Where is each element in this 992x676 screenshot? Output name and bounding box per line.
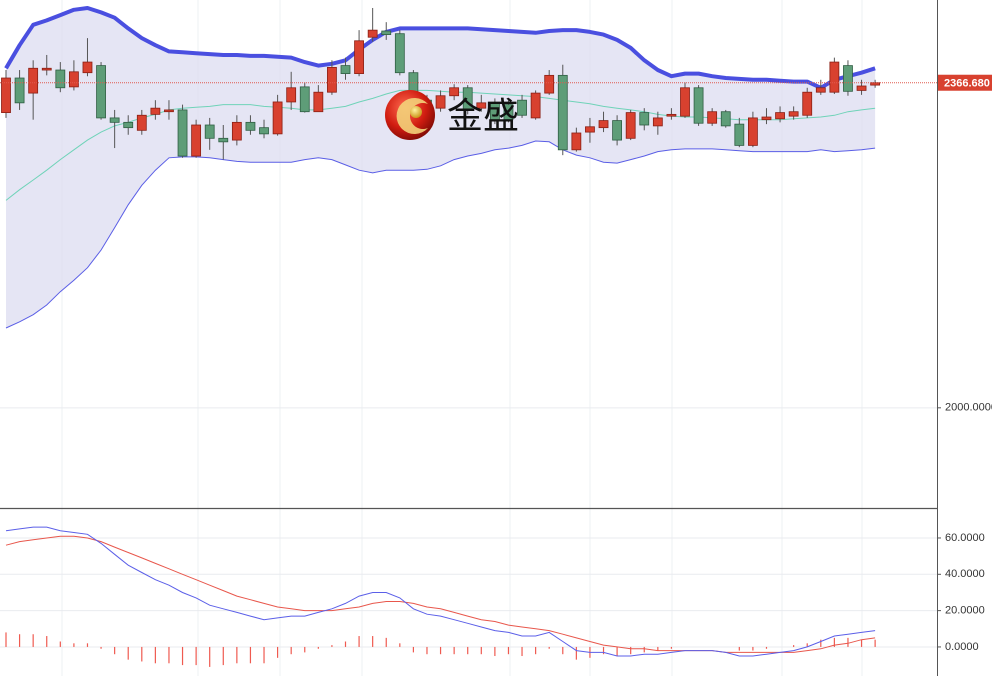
candle-body	[639, 112, 650, 126]
candle-body	[259, 127, 269, 135]
candle-body	[313, 91, 324, 113]
candle-body	[707, 111, 718, 124]
candle-body	[394, 33, 405, 74]
candle-body	[449, 87, 460, 97]
candle-body	[530, 92, 541, 119]
candle-body	[272, 101, 283, 135]
candle-body	[164, 109, 174, 113]
candle-body	[802, 91, 813, 116]
candle-body	[299, 86, 310, 113]
candle-body	[367, 29, 378, 38]
upper-band	[4, 6, 876, 90]
candle-body	[41, 67, 52, 71]
candle-body	[775, 112, 785, 120]
y-tick-label: 40.0000	[945, 568, 985, 580]
logo-crescent	[396, 98, 428, 134]
y-tick-label: 20.0000	[945, 605, 985, 617]
candle-body	[150, 107, 161, 115]
candle-body	[748, 117, 758, 146]
candle-body	[28, 67, 39, 94]
candle-body	[571, 132, 582, 151]
dif-line	[5, 526, 876, 657]
candle-body	[680, 87, 690, 117]
candle-body	[136, 114, 147, 131]
candle-body	[354, 40, 364, 74]
candle-body	[96, 65, 106, 119]
grid-layer	[0, 407, 937, 648]
candle-body	[476, 102, 487, 109]
candle-body	[503, 104, 514, 121]
candle-body	[327, 66, 337, 93]
y-tick-label: 2000.0000	[945, 402, 992, 414]
candle-body	[585, 126, 595, 133]
candle-body	[829, 61, 840, 93]
candle-body	[612, 120, 622, 141]
candle-body	[557, 74, 568, 151]
last-price-tag	[938, 74, 992, 91]
band-fill	[6, 7, 876, 329]
candle-body	[856, 85, 867, 91]
y-tick-label: 0.0000	[945, 641, 979, 653]
candle-body	[191, 124, 202, 157]
candle-body	[734, 123, 745, 146]
candle-body	[1, 77, 11, 113]
candle-body	[381, 30, 392, 35]
candle-body	[231, 121, 242, 141]
watermark-text: 金盛	[447, 96, 519, 137]
logo-coin	[410, 106, 422, 118]
candle-body	[843, 65, 853, 92]
candle-body	[666, 113, 677, 117]
candle-body	[218, 137, 229, 143]
candle-body	[55, 69, 66, 89]
candle-body	[340, 65, 351, 74]
lower-band	[5, 140, 876, 329]
candle-body	[489, 102, 500, 121]
candle-body	[204, 124, 215, 139]
candle-body	[14, 77, 25, 104]
candle-body	[82, 61, 93, 74]
candle-body	[544, 74, 555, 94]
watermark-logo: 金盛	[385, 90, 519, 140]
candle-body	[435, 95, 446, 109]
candle-body	[870, 82, 881, 86]
candle-body	[761, 116, 772, 121]
candle-layer	[0, 7, 937, 160]
y-tick-label: 60.0000	[945, 532, 985, 544]
candle-body	[652, 117, 663, 127]
candle-body	[598, 120, 609, 129]
candle-body	[177, 109, 188, 157]
candle-body	[462, 87, 473, 111]
candle-body	[109, 117, 120, 123]
candle-body	[788, 111, 799, 117]
candle-body	[245, 121, 256, 131]
candle-body	[123, 121, 134, 129]
candle-body	[815, 87, 826, 93]
macd-layer	[5, 526, 876, 667]
candle-body	[286, 87, 297, 103]
candle-body	[720, 111, 731, 127]
candle-body	[693, 87, 704, 124]
candle-body	[69, 71, 79, 88]
band-layer	[4, 6, 876, 329]
dea-line	[5, 535, 876, 653]
last-price-label: 2366.680	[944, 78, 990, 90]
candle-body	[625, 112, 636, 139]
candle-body	[517, 99, 527, 116]
